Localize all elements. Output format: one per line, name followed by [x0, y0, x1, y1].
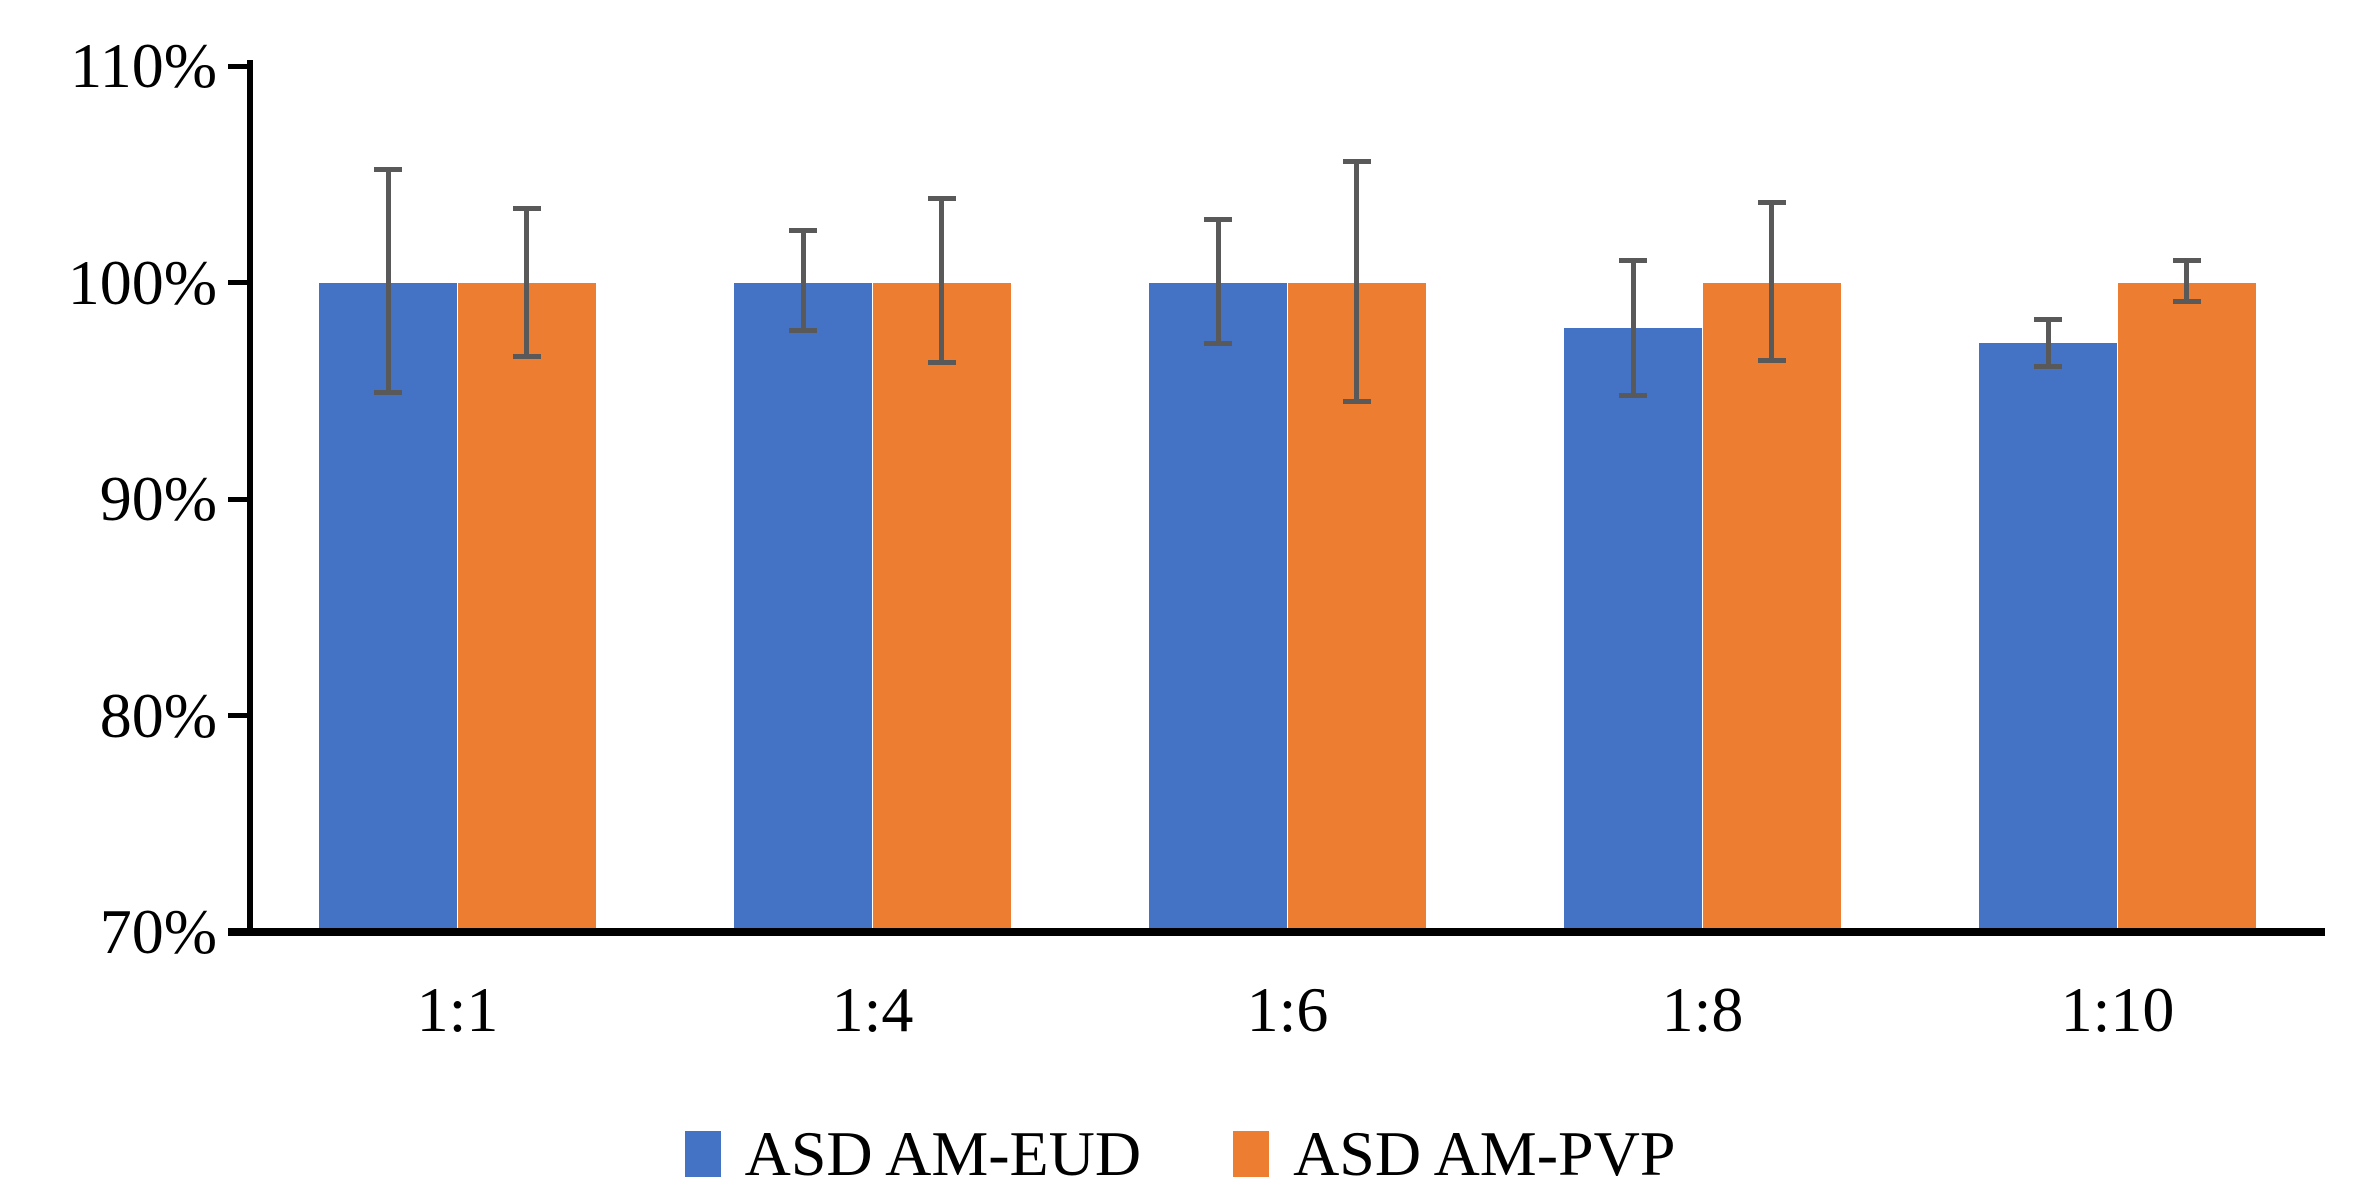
legend-swatch	[684, 1131, 721, 1177]
y-tick	[228, 63, 250, 69]
error-bar-cap	[374, 390, 403, 396]
bar-asd-am-pvp-1-1	[457, 282, 596, 932]
y-tick-label: 110%	[70, 30, 217, 101]
x-tick-label: 1:1	[416, 974, 499, 1045]
y-tick	[228, 280, 250, 285]
error-bar-cap	[2034, 364, 2063, 370]
error-bar-cap	[927, 195, 956, 201]
error-bar-cap	[1204, 340, 1233, 346]
x-tick-label: 1:4	[831, 974, 914, 1045]
error-bar-cap	[374, 167, 403, 173]
legend-item-asd-am-eud: ASD AM-EUD	[684, 1118, 1142, 1189]
error-bar-cap	[2172, 258, 2201, 264]
legend-swatch	[1233, 1131, 1270, 1177]
error-bar-cap	[1619, 258, 1648, 264]
legend-label: ASD AM-PVP	[1293, 1118, 1676, 1189]
y-tick-label: 70%	[99, 896, 217, 967]
error-bar-line	[939, 198, 945, 363]
error-bar-line	[1630, 260, 1636, 396]
error-bar-line	[2184, 260, 2190, 302]
x-tick-label: 1:6	[1246, 974, 1329, 1045]
error-bar-cap	[789, 327, 818, 333]
error-bar-cap	[1619, 392, 1648, 398]
error-bar-cap	[1204, 217, 1233, 223]
x-axis-line	[228, 928, 2325, 936]
y-tick-label: 80%	[99, 679, 217, 751]
error-bar-line	[1769, 202, 1775, 361]
y-tick	[228, 713, 250, 718]
bar-asd-am-eud-1-8	[1564, 327, 1703, 932]
y-tick	[228, 496, 250, 502]
legend: ASD AM-EUD ASD AM-PVP	[0, 1108, 2360, 1200]
error-bar-cap	[1757, 199, 1786, 205]
error-bar-line	[1215, 219, 1221, 344]
error-bar-cap	[512, 353, 541, 359]
error-bar-cap	[2034, 316, 2063, 322]
legend-item-asd-am-pvp: ASD AM-PVP	[1233, 1122, 1675, 1186]
bar-asd-am-pvp-1-8	[1702, 282, 1841, 932]
bar-asd-am-pvp-1-4	[872, 282, 1011, 932]
error-bar-cap	[1342, 158, 1371, 164]
error-bar-cap	[2172, 299, 2201, 305]
bar-asd-am-pvp-1-10	[2117, 282, 2256, 932]
x-tick-label: 1:8	[1661, 974, 1744, 1045]
y-tick-label: 90%	[99, 463, 217, 534]
error-bar-cap	[512, 206, 541, 212]
bar-asd-am-eud-1-6	[1149, 282, 1288, 932]
error-bar-line	[385, 169, 391, 393]
error-bar-cap	[1757, 357, 1786, 363]
error-bar-line	[1354, 161, 1360, 402]
y-axis-line	[247, 60, 253, 936]
x-tick-label: 1:10	[2060, 974, 2175, 1045]
bar-asd-am-eud-1-10	[1979, 343, 2118, 932]
y-tick-label: 100%	[67, 246, 217, 318]
error-bar-line	[2045, 319, 2051, 367]
bar-asd-am-eud-1-4	[734, 282, 873, 932]
error-bar-cap	[927, 360, 956, 366]
legend-label: ASD AM-EUD	[744, 1118, 1142, 1189]
error-bar-line	[800, 230, 806, 331]
error-bar-cap	[1342, 399, 1371, 405]
error-bar-line	[524, 208, 530, 357]
error-bar-cap	[789, 228, 818, 234]
